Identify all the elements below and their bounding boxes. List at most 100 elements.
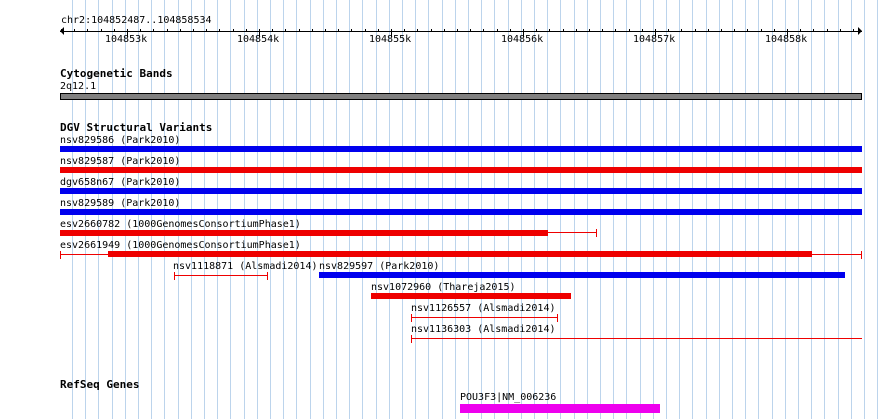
variant-whisker[interactable] (411, 317, 558, 318)
variant-label: nsv829597 (Park2010) (319, 261, 440, 272)
ruler-minor-tick (365, 29, 366, 32)
ruler-minor-tick (642, 29, 643, 32)
variant-bar[interactable] (371, 293, 571, 299)
variant-whisker-cap (596, 229, 597, 237)
ruler-right-arrow (858, 27, 862, 35)
ruler-minor-tick (206, 29, 207, 32)
variant-label: nsv829587 (Park2010) (60, 156, 181, 167)
variant-label: nsv1118871 (Alsmadi2014) (173, 261, 318, 272)
ruler-minor-tick (153, 29, 154, 32)
ruler-tick-mark (787, 32, 788, 37)
ruler-minor-tick (747, 29, 748, 32)
ruler-tick-label: 104853k (105, 34, 148, 45)
ruler-tick-mark (391, 32, 392, 37)
ruler-minor-tick (404, 29, 405, 32)
ruler-minor-tick (510, 29, 511, 32)
variant-whisker-cap (411, 335, 412, 343)
ruler-tick-label: 104854k (237, 34, 280, 45)
ruler-minor-tick (101, 29, 102, 32)
ruler-tick-mark (127, 32, 128, 37)
variant-whisker (548, 232, 596, 233)
cytoband-bar[interactable] (60, 93, 862, 100)
variant-label: nsv1072960 (Thareja2015) (371, 282, 516, 293)
grid-line (864, 0, 865, 419)
ruler-minor-tick (180, 29, 181, 32)
ruler-minor-tick (523, 29, 524, 32)
ruler-minor-tick (615, 29, 616, 32)
ruler-minor-tick (378, 29, 379, 32)
variant-label: nsv829589 (Park2010) (60, 198, 181, 209)
variant-whisker-cap (267, 272, 268, 280)
ruler-minor-tick (800, 29, 801, 32)
ruler-minor-tick (563, 29, 564, 32)
variant-label: nsv1136303 (Alsmadi2014) (411, 324, 556, 335)
ruler-minor-tick (457, 29, 458, 32)
cytoband-track-title: Cytogenetic Bands (60, 67, 173, 80)
variant-whisker-cap (861, 251, 862, 259)
ruler-minor-tick (668, 29, 669, 32)
grid-line (877, 0, 878, 419)
ruler-minor-tick (74, 29, 75, 32)
dgv-track-title: DGV Structural Variants (60, 121, 213, 134)
variant-bar[interactable] (60, 230, 548, 236)
ruler-minor-tick (629, 29, 630, 32)
cytoband-label: 2q12.1 (60, 81, 97, 92)
ruler-minor-tick (681, 29, 682, 32)
ruler-minor-tick (338, 29, 339, 32)
ruler-minor-tick (431, 29, 432, 32)
ruler-tick-mark (655, 32, 656, 37)
variant-whisker-cap (174, 272, 175, 280)
ruler-minor-tick (233, 29, 234, 32)
ruler-minor-tick (299, 29, 300, 32)
ruler-minor-tick (576, 29, 577, 32)
ruler-tick-label: 104855k (369, 34, 412, 45)
ruler-minor-tick (549, 29, 550, 32)
ruler-minor-tick (761, 29, 762, 32)
ruler-tick-label: 104858k (765, 34, 808, 45)
ruler-left-arrow (60, 27, 64, 35)
variant-bar[interactable] (319, 272, 845, 278)
ruler-minor-tick (285, 29, 286, 32)
ruler-minor-tick (655, 29, 656, 32)
variant-bar[interactable] (60, 167, 862, 173)
ruler-minor-tick (708, 29, 709, 32)
ruler-minor-tick (444, 29, 445, 32)
ruler-tick-label: 104857k (633, 34, 676, 45)
ruler-tick-mark (523, 32, 524, 37)
ruler-minor-tick (536, 29, 537, 32)
ruler-minor-tick (827, 29, 828, 32)
ruler-minor-tick (470, 29, 471, 32)
variant-label: esv2661949 (1000GenomesConsortiumPhase1) (60, 240, 301, 251)
ruler-minor-tick (140, 29, 141, 32)
gene-label: POU3F3|NM_006236 (460, 392, 557, 403)
ruler-minor-tick (312, 29, 313, 32)
variant-whisker[interactable] (411, 338, 862, 339)
ruler-minor-tick (483, 29, 484, 32)
ruler-minor-tick (325, 29, 326, 32)
variant-bar[interactable] (108, 251, 812, 257)
ruler-minor-tick (246, 29, 247, 32)
variant-bar[interactable] (60, 146, 862, 152)
variant-whisker[interactable] (174, 275, 267, 276)
ruler-minor-tick (774, 29, 775, 32)
ruler-minor-tick (787, 29, 788, 32)
ruler-minor-tick (602, 29, 603, 32)
ruler-minor-tick (853, 29, 854, 32)
ruler-tick-label: 104856k (501, 34, 544, 45)
ruler-minor-tick (695, 29, 696, 32)
ruler-minor-tick (391, 29, 392, 32)
ruler-minor-tick (61, 29, 62, 32)
variant-label: dgv658n67 (Park2010) (60, 177, 181, 188)
gene-bar[interactable] (460, 404, 660, 413)
variant-bar[interactable] (60, 188, 862, 194)
ruler-minor-tick (272, 29, 273, 32)
variant-label: esv2660782 (1000GenomesConsortiumPhase1) (60, 219, 301, 230)
variant-whisker-cap (60, 251, 61, 259)
ruler-axis[interactable] (60, 31, 862, 32)
locus-label: chr2:104852487..104858534 (61, 15, 212, 26)
ruler-minor-tick (589, 29, 590, 32)
variant-bar[interactable] (60, 209, 862, 215)
ruler-minor-tick (114, 29, 115, 32)
ruler-minor-tick (351, 29, 352, 32)
